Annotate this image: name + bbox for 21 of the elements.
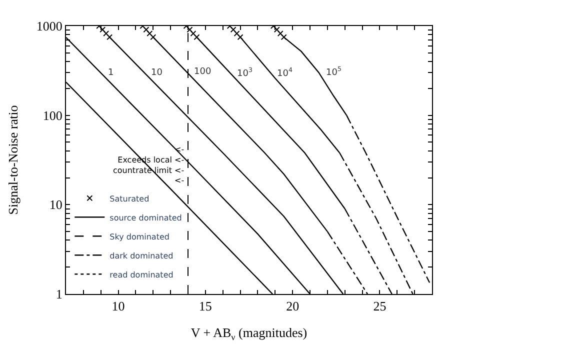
- x-tick-label: 25: [373, 298, 386, 314]
- annotation: 10$^{5}$: [326, 66, 342, 78]
- x-axis-title: V + AB$_{ν}$ (magnitudes): [190, 325, 308, 342]
- annotation: 100: [194, 67, 212, 77]
- y-tick-label: 1000: [36, 18, 62, 34]
- annotation: 10$^{3}$: [237, 67, 252, 79]
- annotation: 10$^{4}$: [277, 67, 292, 79]
- x-tick-label: 20: [286, 298, 300, 314]
- y-tick-label: 10: [49, 197, 62, 212]
- y-tick-label: 100: [42, 108, 62, 123]
- legend-label: Saturated: [110, 194, 150, 204]
- legend-label: Sky dominated: [110, 232, 170, 242]
- annotation: 1: [108, 68, 114, 78]
- legend-label: dark dominated: [110, 251, 174, 260]
- y-axis-title: Signal-to-Noise ratio: [5, 105, 20, 215]
- annotation: 10: [151, 68, 163, 78]
- y-tick-label: 1: [56, 286, 62, 302]
- x-tick-label: 15: [198, 298, 212, 314]
- legend-label: read dominated: [110, 270, 174, 280]
- legend-label: source dominated: [110, 213, 182, 222]
- x-tick-label: 10: [112, 298, 125, 314]
